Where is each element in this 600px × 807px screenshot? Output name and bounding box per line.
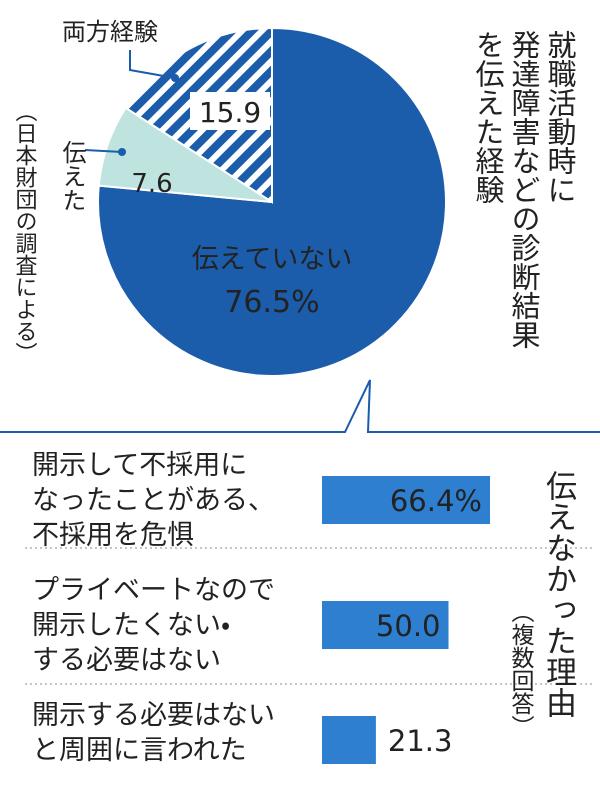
chart-title: 就職活動時に — [543, 30, 577, 204]
category-label: 開示する必要はない — [32, 700, 275, 731]
category-label: する必要はない — [32, 645, 221, 676]
source-note: （日本財団の調査による） — [12, 100, 38, 364]
leader-line — [129, 50, 176, 79]
chart-title: 伝えなかった理由 — [540, 470, 577, 718]
chart-subtitle: （複数回答） — [507, 600, 535, 738]
value-label: 21.3 — [388, 724, 453, 758]
value-label-bg — [190, 92, 270, 130]
category-label: プライベートなので — [32, 575, 275, 606]
category-label: 開示したくない・ — [32, 610, 230, 641]
value-label: 15.9 — [199, 96, 261, 129]
leader-line — [84, 149, 123, 153]
leader-dot — [118, 148, 126, 156]
bar — [322, 716, 376, 764]
category-label: 不採用を危惧 — [32, 520, 194, 551]
bar — [322, 601, 449, 649]
divider — [0, 379, 600, 433]
category-label: と周囲に言われた — [32, 735, 247, 766]
category-label: なったことがある、 — [32, 485, 275, 516]
slice-label: 両方経験 — [62, 18, 158, 46]
bar — [322, 476, 490, 524]
leader-dot — [171, 74, 179, 82]
chart-title: を伝えた経験 — [471, 30, 505, 204]
value-label: 50.0 — [376, 609, 441, 643]
value-label: 66.4% — [390, 484, 482, 518]
slice-label: 伝えていない — [192, 244, 353, 275]
chart-title: 発達障害などの診断結果 — [507, 30, 541, 349]
value-label: 76.5% — [224, 285, 319, 320]
slice-label: 伝えた — [58, 140, 86, 212]
value-label: 7.6 — [131, 169, 172, 199]
category-label: 開示して不採用に — [32, 450, 247, 481]
